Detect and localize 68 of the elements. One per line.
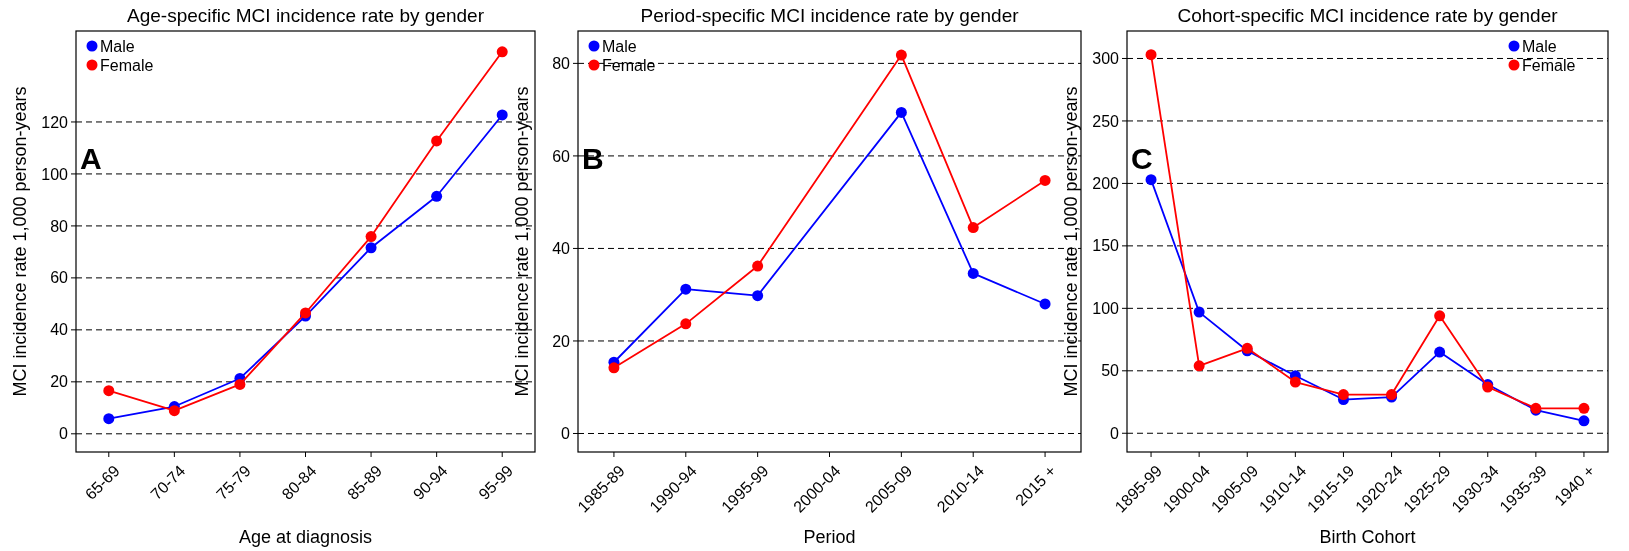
legend-label: Male — [602, 37, 637, 55]
point — [967, 222, 979, 234]
point — [1578, 402, 1590, 414]
y-tick-label: 0 — [561, 425, 571, 443]
legend-label: Male — [100, 37, 135, 55]
y-tick-label: 20 — [50, 373, 69, 391]
y-axis-title: MCI incidence rate 1,000 person-years — [1061, 86, 1081, 397]
y-tick-label: 40 — [552, 240, 571, 258]
y-tick-label: 100 — [1092, 299, 1120, 317]
point — [431, 190, 443, 202]
point — [1039, 174, 1051, 186]
y-tick-label: 0 — [59, 425, 69, 443]
y-tick-label: 200 — [1092, 175, 1120, 193]
y-tick-label: 80 — [50, 217, 69, 235]
point — [608, 362, 620, 374]
y-tick-label: 120 — [41, 113, 69, 131]
point — [1145, 49, 1157, 61]
y-tick-label: 0 — [1110, 424, 1120, 442]
point — [752, 290, 764, 302]
point — [1193, 306, 1205, 318]
point — [1578, 415, 1590, 427]
point — [103, 385, 115, 397]
point — [1434, 310, 1446, 322]
point — [895, 106, 907, 118]
point — [496, 46, 508, 58]
point — [103, 413, 115, 425]
annotation: C — [1131, 142, 1153, 175]
point — [752, 260, 764, 272]
legend-label: Female — [602, 56, 656, 74]
point — [895, 49, 907, 61]
point — [234, 378, 246, 390]
y-tick-label: 40 — [50, 321, 69, 339]
point — [967, 267, 979, 279]
point — [496, 109, 508, 121]
point — [1289, 376, 1301, 388]
chart-title: Cohort-specific MCI incidence rate by gender — [1177, 5, 1559, 26]
y-tick-label: 20 — [552, 332, 571, 350]
point — [431, 135, 443, 147]
annotation: B — [582, 142, 604, 175]
point — [365, 242, 377, 254]
y-tick-label: 150 — [1092, 237, 1120, 255]
y-tick-label: 80 — [552, 54, 571, 72]
y-tick-label: 250 — [1092, 112, 1120, 130]
x-axis-title: Age at diagnosis — [238, 527, 373, 547]
legend-label: Male — [1522, 37, 1557, 55]
point — [1193, 360, 1205, 372]
point — [365, 231, 377, 243]
annotation: A — [80, 142, 102, 175]
legend-label: Female — [100, 56, 154, 74]
point — [680, 283, 692, 295]
point — [1039, 298, 1051, 310]
point — [1337, 389, 1349, 401]
x-axis-title: Period — [803, 527, 856, 547]
chart-title: Period-specific MCI incidence rate by gender — [640, 5, 1020, 26]
y-tick-label: 50 — [1101, 362, 1120, 380]
y-axis-title: MCI incidence rate 1,000 person-years — [10, 86, 30, 397]
point — [1145, 174, 1157, 186]
point — [168, 405, 180, 417]
point — [680, 318, 692, 330]
y-tick-label: 100 — [41, 165, 69, 183]
y-tick-label: 300 — [1092, 50, 1120, 68]
y-axis-title: MCI incidence rate 1,000 person-years — [512, 86, 532, 397]
chart-title: Age-specific MCI incidence rate by gender — [127, 5, 485, 26]
x-axis-title: Birth Cohort — [1319, 527, 1416, 547]
y-tick-label: 60 — [552, 147, 571, 165]
y-tick-label: 60 — [50, 269, 69, 287]
point — [1434, 346, 1446, 358]
legend-label: Female — [1522, 56, 1576, 74]
